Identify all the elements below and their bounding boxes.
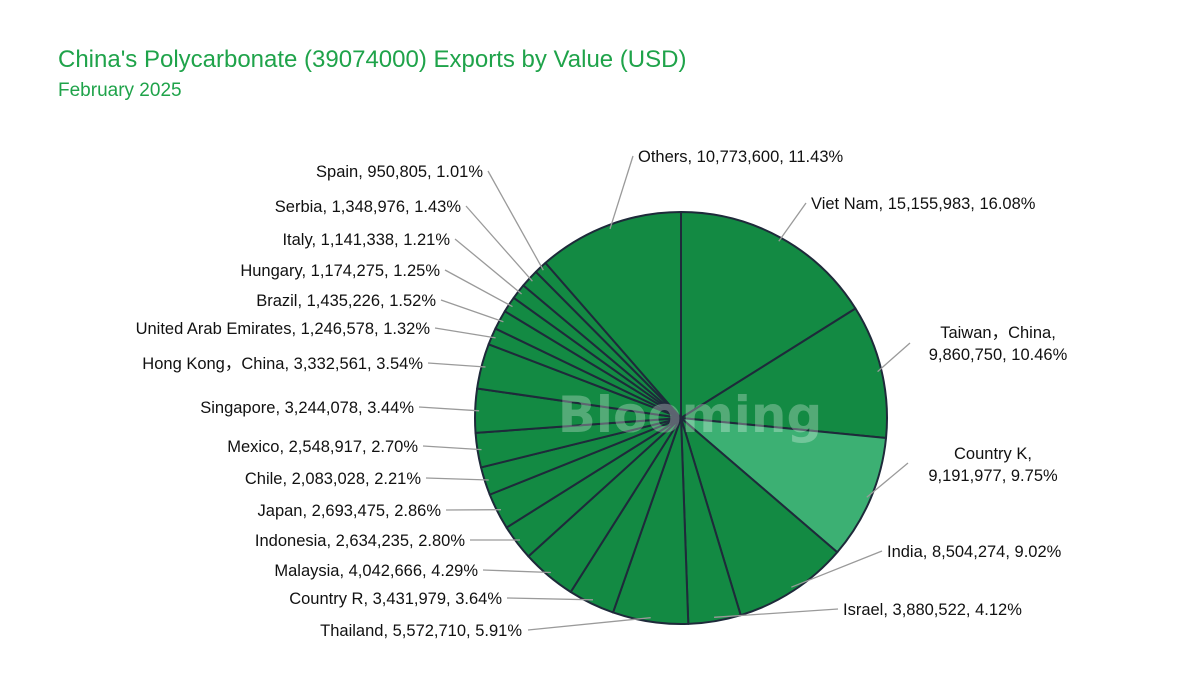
slice-label-taiwan-china: Taiwan，China, 9,860,750, 10.46%	[929, 324, 1068, 364]
leader-line-hong-kong-china	[427, 362, 486, 368]
slice-label-mexico: Mexico, 2,548,917, 2.70%	[227, 438, 418, 456]
leader-line-others	[609, 155, 634, 230]
leader-line-hungary	[444, 269, 513, 308]
slice-label-chile: Chile, 2,083,028, 2.21%	[245, 470, 421, 488]
leader-line-malaysia	[482, 569, 551, 574]
slice-label-value: 9,191,977, 9.75%	[928, 467, 1058, 485]
leader-line-country-k	[866, 462, 909, 498]
leader-line-thailand	[527, 617, 651, 631]
leader-line-chile	[425, 477, 489, 481]
leader-line-taiwan-china	[877, 342, 911, 373]
slice-label-spain: Spain, 950,805, 1.01%	[316, 163, 483, 181]
slice-label-japan: Japan, 2,693,475, 2.86%	[258, 502, 442, 520]
leader-line-italy	[454, 238, 523, 295]
slice-labels: Viet Nam, 15,155,983, 16.08% Taiwan，China…	[136, 148, 1068, 640]
leader-line-spain	[487, 170, 544, 271]
slice-label-italy: Italy, 1,141,338, 1.21%	[282, 231, 450, 249]
leader-line-israel	[714, 608, 839, 618]
slice-label-malaysia: Malaysia, 4,042,666, 4.29%	[274, 562, 478, 580]
slice-label-country-r: Country R, 3,431,979, 3.64%	[289, 590, 502, 608]
slice-label-others: Others, 10,773,600, 11.43%	[638, 148, 843, 166]
slice-label-country-k: Country K, 9,191,977, 9.75%	[928, 445, 1058, 485]
pie-slice-india	[680, 417, 839, 617]
leader-line-country-r	[506, 597, 594, 601]
leader-line-united-arab-emirates	[434, 327, 496, 339]
leader-line-india	[791, 550, 883, 588]
slice-label-hungary: Hungary, 1,174,275, 1.25%	[240, 262, 440, 280]
slice-label-thailand: Thailand, 5,572,710, 5.91%	[320, 622, 522, 640]
slice-label-viet-nam: Viet Nam, 15,155,983, 16.08%	[811, 195, 1036, 213]
leader-line-viet-nam	[778, 202, 807, 242]
leader-line-mexico	[422, 445, 482, 451]
leader-lines	[418, 155, 911, 631]
slice-label-brazil: Brazil, 1,435,226, 1.52%	[256, 292, 436, 310]
leader-line-brazil	[440, 299, 504, 323]
slice-label-name: Taiwan，China,	[940, 324, 1056, 342]
pie-slices	[474, 211, 888, 625]
pie-slice-others	[544, 211, 682, 419]
slice-label-serbia: Serbia, 1,348,976, 1.43%	[275, 198, 462, 216]
chart-subtitle: February 2025	[58, 80, 182, 101]
pie-slice-taiwan-china	[680, 307, 888, 439]
pie-slice-country-k	[680, 417, 888, 554]
leader-line-serbia	[465, 205, 533, 282]
slice-label-indonesia: Indonesia, 2,634,235, 2.80%	[255, 532, 465, 550]
slice-label-value: 9,860,750, 10.46%	[929, 346, 1068, 364]
slice-label-singapore: Singapore, 3,244,078, 3.44%	[200, 399, 414, 417]
slice-label-israel: Israel, 3,880,522, 4.12%	[843, 601, 1022, 619]
slice-label-india: India, 8,504,274, 9.02%	[887, 543, 1062, 561]
slice-label-hong-kong-china: Hong Kong，China, 3,332,561, 3.54%	[142, 355, 423, 373]
watermark: Blooming	[558, 386, 823, 444]
slice-label-united-arab-emirates: United Arab Emirates, 1,246,578, 1.32%	[136, 320, 431, 338]
slice-label-name: Country K,	[954, 445, 1032, 463]
leader-line-singapore	[418, 406, 480, 412]
chart-title: China's Polycarbonate (39074000) Exports…	[58, 46, 687, 73]
